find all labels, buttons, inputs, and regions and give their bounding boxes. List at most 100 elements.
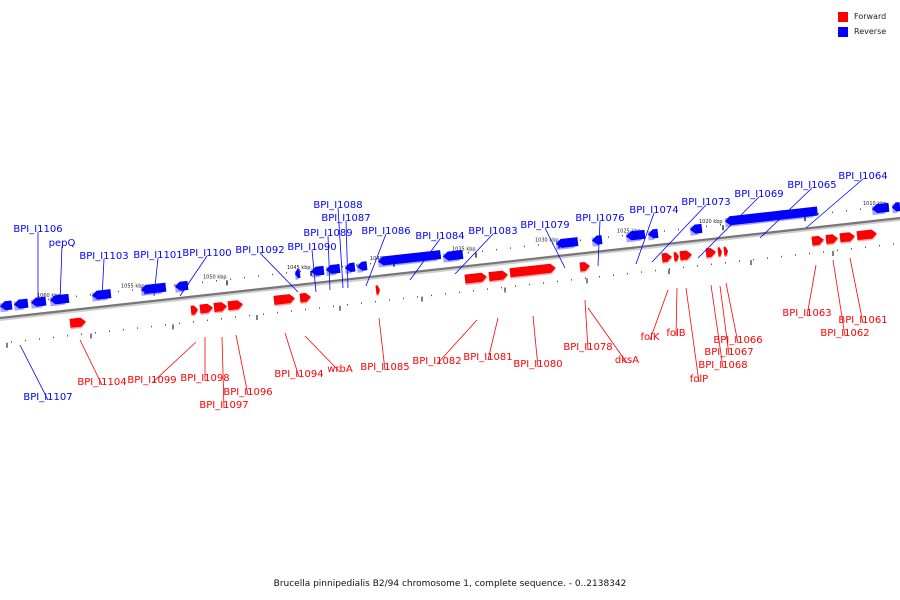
legend: Forward Reverse — [838, 9, 886, 39]
scale-dot — [641, 271, 642, 273]
reverse-gene-label-leader — [59, 245, 63, 303]
reverse-gene-label: BPI_I1083 — [468, 226, 517, 237]
scale-dot — [557, 280, 558, 283]
scale-dot — [137, 327, 138, 329]
reverse-gene-label: BPI_I1090 — [287, 242, 336, 253]
scale-dot — [403, 297, 404, 300]
forward-gene-label: BPI_I1081 — [463, 352, 512, 363]
forward-gene-body — [273, 294, 295, 305]
scale-dot — [258, 275, 259, 277]
forward-gene-label-leader — [675, 287, 678, 337]
scale-dot — [711, 263, 712, 266]
reverse-gene-label: BPI_I1089 — [303, 228, 352, 239]
scale-dot — [48, 298, 49, 301]
forward-gene-body — [723, 246, 728, 256]
scale-dot — [272, 273, 273, 276]
forward-gene-label: BPI_I1068 — [698, 360, 747, 371]
scale-dot — [487, 288, 488, 290]
scale-dot — [277, 311, 278, 314]
scale-dot — [76, 295, 77, 298]
scale-dot — [706, 225, 707, 228]
scale-dot — [879, 244, 880, 247]
forward-gene-label: BPI_I1098 — [180, 373, 229, 384]
forward-gene — [199, 303, 214, 316]
reverse-gene — [356, 261, 368, 273]
reverse-gene-body — [50, 293, 70, 305]
chromosome-backbone — [0, 216, 900, 321]
scale-dot — [459, 291, 460, 294]
forward-gene-body — [811, 235, 824, 246]
reverse-gene-label: BPI_I1084 — [415, 231, 464, 242]
scale-dot — [375, 300, 376, 303]
scale-dot — [39, 338, 40, 340]
legend-forward: Forward — [838, 9, 886, 24]
forward-gene — [190, 305, 199, 317]
scale-dot — [809, 252, 810, 255]
forward-gene — [856, 229, 878, 242]
scale-dot — [846, 210, 847, 212]
forward-gene-label: BPI_I1096 — [223, 387, 272, 398]
reverse-gene-label: BPI_I1065 — [787, 180, 836, 191]
scale-dot — [571, 279, 572, 281]
reverse-gene — [13, 298, 29, 311]
forward-gene-label: BPI_I1080 — [513, 359, 562, 370]
scale-tick-label: 1010 kbp — [863, 201, 887, 207]
forward-gene-label-leader — [79, 339, 103, 386]
scale-dot — [818, 213, 819, 215]
reverse-gene-label-leader — [101, 258, 105, 299]
forward-gene — [661, 252, 673, 264]
scale-dot — [286, 272, 287, 274]
reverse-gene — [647, 228, 659, 241]
reverse-gene-label: BPI_I1074 — [629, 205, 678, 216]
scale-dot — [501, 286, 502, 289]
reverse-gene-label: BPI_I1073 — [681, 197, 730, 208]
scale-dot — [720, 224, 721, 226]
scale-dot — [445, 293, 446, 295]
reverse-gene — [555, 237, 579, 250]
scale-dot — [515, 285, 516, 287]
scale-dot — [202, 281, 203, 284]
backbone-line — [0, 216, 900, 320]
scale-dot — [193, 321, 194, 323]
forward-gene-label: dksA — [615, 355, 639, 366]
forward-gene-label-leader — [436, 319, 478, 365]
forward-gene — [673, 252, 680, 263]
forward-gene — [273, 294, 296, 307]
forward-gene-body — [199, 303, 213, 314]
forward-gene-label-leader — [710, 284, 724, 369]
scale-dot — [244, 276, 245, 279]
forward-gene-body — [69, 317, 86, 328]
forward-gene-label-leader — [284, 332, 300, 378]
scale-dot — [370, 262, 371, 265]
forward-gene — [509, 263, 556, 279]
forward-gene-label-leader — [532, 315, 539, 368]
legend-reverse: Reverse — [838, 24, 886, 39]
forward-gene-label: BPI_I1082 — [412, 356, 461, 367]
reverse-gene-body — [31, 296, 47, 307]
forward-gene-label-leader — [235, 334, 249, 396]
forward-gene-body — [661, 252, 672, 263]
reverse-gene-body — [626, 229, 646, 241]
scale-dot — [664, 230, 665, 232]
scale-dot — [132, 289, 133, 291]
scale-dot — [235, 316, 236, 318]
forward-gene-label-leader — [151, 341, 197, 384]
reverse-gene-label-leader — [179, 255, 208, 297]
reverse-gene-label-leader — [597, 220, 601, 267]
legend-forward-label: Forward — [854, 12, 887, 21]
reverse-gene-body — [690, 223, 703, 234]
forward-gene — [299, 292, 312, 305]
scale-dot — [174, 284, 175, 287]
reverse-gene — [0, 300, 13, 313]
reverse-gene — [442, 249, 464, 263]
scale-dot — [543, 282, 544, 284]
reverse-gene-label-leader — [327, 235, 331, 291]
reverse-gene — [325, 263, 341, 276]
reverse-gene — [377, 250, 442, 268]
forward-gene-label-leader — [725, 282, 739, 344]
forward-gene — [213, 302, 228, 314]
scale-dot — [580, 239, 581, 242]
reverse-gene — [49, 293, 70, 307]
scale-dot — [216, 280, 217, 282]
